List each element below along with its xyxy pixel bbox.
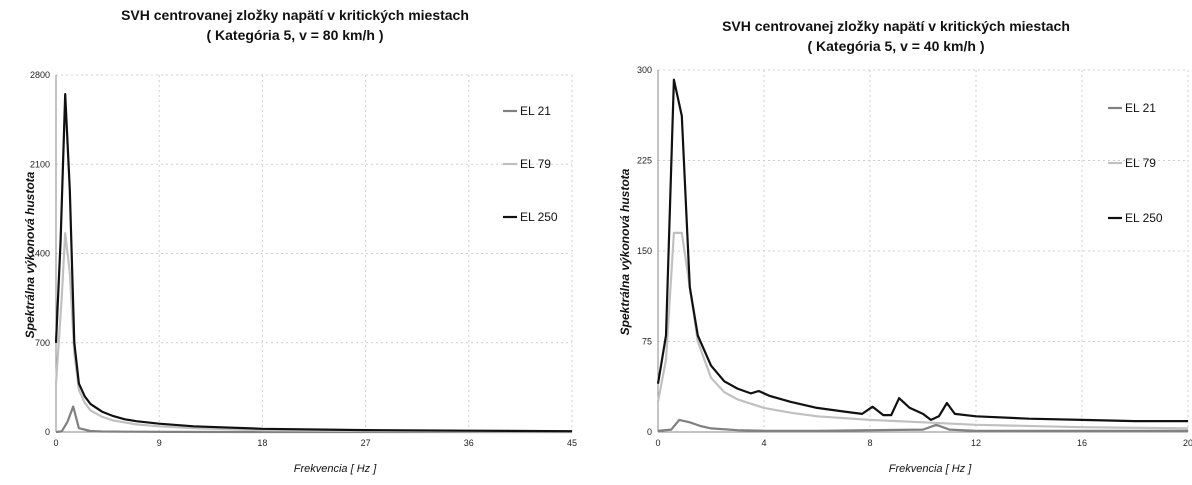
y-tick-label: 700 [35,338,50,348]
x-axis-label: Frekvencia [ Hz ] [293,463,377,475]
x-tick-label: 12 [971,438,981,448]
x-tick-label: 16 [1077,438,1087,448]
chart-subtitle: ( Kategória 5, v = 80 km/h ) [206,27,384,43]
chart-title: SVH centrovanej zložky napätí v kritický… [121,7,469,23]
y-tick-label: 0 [45,427,50,437]
y-tick-label: 75 [642,337,652,347]
chart-right: SVH centrovanej zložky napätí v kritický… [600,0,1192,485]
plot-area: 0 700 1400 2100 2800 0 9 18 27 36 45 EL 21 EL 79 EL 2… [30,70,577,448]
legend-label: EL 79 [1125,156,1156,170]
y-tick-label: 300 [637,65,652,75]
series-line-el-250 [54,92,573,433]
y-tick-label: 2800 [30,70,50,80]
legend-label: EL 79 [520,157,551,171]
x-axis-label: Frekvencia [ Hz ] [888,463,972,475]
y-tick-label: 150 [637,246,652,256]
legend-label: EL 250 [520,210,558,224]
y-tick-label: 2100 [30,159,50,169]
y-tick-label: 1400 [30,249,50,259]
series-line-el-21 [55,405,572,434]
x-tick-label: 20 [1183,438,1192,448]
x-tick-label: 0 [53,438,58,448]
x-tick-label: 18 [257,438,267,448]
chart-left: SVH centrovanej zložky napätí v kritický… [0,0,590,485]
legend-label: EL 21 [520,104,551,118]
series-line-el-250 [656,78,1188,423]
chart-title: SVH centrovanej zložky napätí v kritický… [722,18,1070,34]
x-tick-label: 36 [464,438,474,448]
x-tick-label: 8 [867,438,872,448]
x-tick-label: 0 [655,438,660,448]
series-line-el-79 [656,231,1189,430]
legend-label: EL 21 [1125,101,1156,115]
x-tick-label: 45 [567,438,577,448]
y-tick-label: 225 [637,156,652,166]
x-tick-label: 27 [361,438,371,448]
chart-subtitle: ( Kategória 5, v = 40 km/h ) [807,38,985,54]
x-tick-label: 9 [157,438,162,448]
y-tick-label: 0 [647,427,652,437]
series-line-el-79 [54,232,573,433]
plot-area: 0 75 150 225 300 0 4 8 12 16 20 EL 21 EL 79 EL 250 [637,65,1192,448]
x-tick-label: 4 [761,438,766,448]
legend-label: EL 250 [1125,211,1163,225]
series-line-el-21 [657,418,1188,432]
